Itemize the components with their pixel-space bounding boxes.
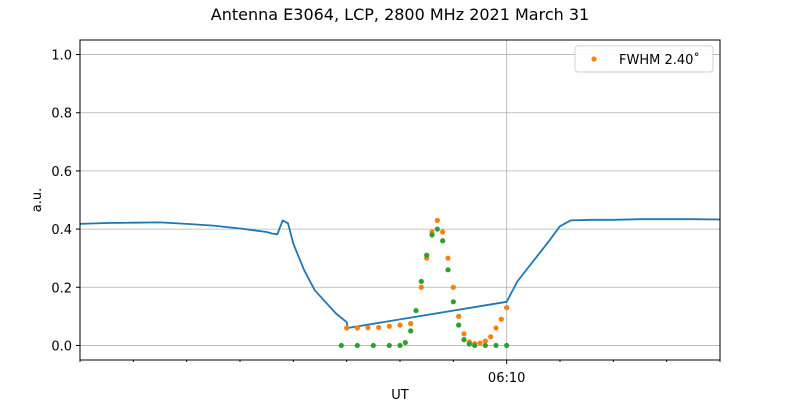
scatter-point (386, 323, 392, 329)
scatter-point (365, 325, 371, 331)
scatter-point (344, 325, 350, 331)
legend-label: FWHM 2.40˚ (619, 52, 700, 68)
chart-title: Antenna E3064, LCP, 2800 MHz 2021 March … (211, 5, 589, 24)
scatter-point (445, 255, 451, 261)
scatter-point (461, 331, 467, 337)
scatter-point (408, 321, 414, 327)
scatter-point (461, 337, 467, 343)
scatter-point (493, 342, 499, 349)
x-tick-label: 06:10 (488, 371, 525, 386)
y-tick-label: 0.0 (51, 339, 72, 354)
scatter-point (498, 316, 504, 322)
scatter-point (456, 313, 462, 319)
scatter-point (466, 341, 472, 347)
scatter-point (434, 226, 440, 232)
scatter-point (440, 238, 446, 244)
legend: FWHM 2.40˚ (574, 45, 714, 73)
scatter-point (450, 299, 456, 305)
scatter-point (450, 284, 456, 290)
axes: 0.0 0.2 0.4 0.6 0.8 1.0 06:10 (51, 49, 721, 386)
y-axis-label: a.u. (30, 188, 45, 212)
scatter-point (429, 232, 435, 238)
scatter-point (488, 334, 494, 340)
scatter-point (424, 252, 430, 258)
scatter-point (493, 325, 499, 331)
scatter-point (386, 342, 392, 349)
scatter-point (482, 338, 488, 344)
y-tick-label: 0.2 (51, 281, 72, 296)
grid (80, 40, 720, 360)
scatter-point (440, 229, 446, 235)
scatter-point (397, 342, 403, 349)
scatter-point (418, 284, 424, 290)
legend-box (574, 45, 714, 73)
scatter-point (477, 340, 483, 346)
scatter-point (418, 278, 424, 285)
scatter-point (434, 217, 440, 223)
scatter-point (408, 328, 414, 334)
plot-series (79, 217, 721, 349)
scatter-point (482, 342, 488, 349)
y-tick-label: 1.0 (51, 49, 72, 64)
scatter-point (338, 342, 344, 349)
y-tick-label: 0.8 (51, 107, 72, 122)
scatter-point (472, 342, 478, 349)
scatter-point (504, 342, 510, 349)
scatter-point (376, 324, 382, 331)
scatter-point (413, 307, 419, 314)
series-line (79, 218, 721, 329)
y-tick-label: 0.4 (51, 223, 72, 238)
legend-marker (591, 56, 597, 62)
scatter-point (370, 342, 376, 349)
scatter-point (456, 322, 462, 328)
plot-frame (79, 39, 721, 361)
scatter-point (354, 325, 360, 331)
scatter-point (445, 267, 451, 273)
scatter-point (504, 305, 510, 311)
scatter-point (397, 322, 403, 328)
scatter-point (402, 339, 408, 346)
x-axis-label: UT (391, 388, 409, 400)
scatter-point (354, 342, 360, 349)
y-tick-label: 0.6 (51, 165, 72, 180)
